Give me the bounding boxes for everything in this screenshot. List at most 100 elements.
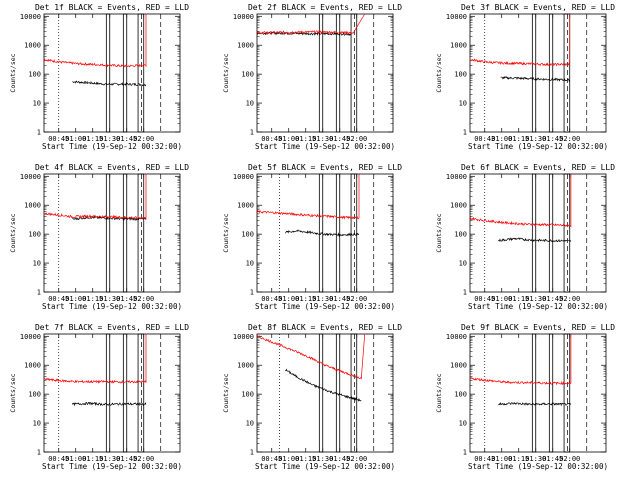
x-tick-label: 01:30 [312, 135, 333, 143]
interval-box [563, 13, 571, 133]
series-lld [44, 334, 147, 384]
interval-box [350, 333, 358, 453]
y-axis-label: Counts/sec [222, 53, 230, 92]
y-tick-label: 1000 [450, 42, 467, 50]
interval-box [531, 13, 537, 133]
y-tick-label: 10 [246, 420, 254, 428]
x-tick-label: 02:00 [346, 455, 367, 463]
x-tick-label: 01:00 [65, 135, 86, 143]
panel-title: Det 3f BLACK = Events, RED = LLD [461, 3, 615, 12]
y-tick-label: 10000 [446, 13, 467, 21]
y-tick-label: 10000 [20, 173, 41, 181]
panel-title: Det 9f BLACK = Events, RED = LLD [461, 323, 615, 332]
series-events [256, 31, 352, 36]
y-tick-label: 10000 [446, 333, 467, 341]
x-tick-label: 00:45 [474, 295, 495, 303]
x-tick-label: 02:00 [133, 135, 154, 143]
y-tick-label: 1 [250, 289, 254, 297]
x-tick-label: 01:15 [508, 135, 529, 143]
plot-frame [43, 13, 181, 133]
panel-title: Det 5f BLACK = Events, RED = LLD [248, 163, 402, 172]
series-lld [256, 13, 365, 35]
series-events [72, 80, 146, 87]
x-axis-label: Start Time (19-Sep-12 00:32:00) [42, 302, 182, 311]
y-tick-label: 1000 [24, 42, 41, 50]
plot-frame [43, 333, 181, 453]
x-tick-label: 01:45 [542, 455, 563, 463]
x-tick-label: 01:45 [542, 135, 563, 143]
interval-box [548, 13, 554, 133]
plot-frame [256, 13, 394, 133]
y-tick-label: 10000 [446, 173, 467, 181]
y-tick-label: 10000 [233, 333, 254, 341]
x-tick-label: 01:30 [525, 295, 546, 303]
x-tick-label: 01:45 [542, 295, 563, 303]
y-tick-label: 100 [28, 391, 41, 399]
y-tick-label: 1 [250, 449, 254, 457]
y-tick-label: 10 [246, 100, 254, 108]
series-lld [43, 174, 147, 220]
x-tick-label: 01:15 [295, 295, 316, 303]
x-axis-label: Start Time (19-Sep-12 00:32:00) [468, 302, 608, 311]
x-tick-label: 01:00 [65, 295, 86, 303]
x-tick-label: 01:15 [295, 455, 316, 463]
interval-box [548, 333, 554, 453]
y-tick-label: 10 [33, 420, 41, 428]
interval-box [137, 333, 145, 453]
x-axis-label: Start Time (19-Sep-12 00:32:00) [468, 142, 608, 151]
x-axis-label: Start Time (19-Sep-12 00:32:00) [42, 142, 182, 151]
panel-det-5f: Det 5f BLACK = Events, RED = LLD 1 10 100 10… [222, 163, 402, 311]
x-tick-label: 01:30 [525, 455, 546, 463]
x-tick-label: 01:30 [312, 295, 333, 303]
y-tick-label: 10 [246, 260, 254, 268]
x-tick-label: 01:15 [82, 295, 103, 303]
x-tick-label: 00:45 [48, 135, 69, 143]
x-tick-label: 02:00 [133, 455, 154, 463]
series-events [498, 237, 572, 243]
y-axis-label: Counts/sec [435, 53, 443, 92]
interval-box [335, 173, 341, 293]
interval-box [137, 173, 145, 293]
interval-box [350, 173, 358, 293]
y-tick-label: 1 [463, 289, 467, 297]
y-tick-label: 100 [28, 71, 41, 79]
series-lld [469, 14, 571, 67]
x-tick-label: 00:45 [261, 455, 282, 463]
y-tick-label: 1 [37, 129, 41, 137]
y-tick-label: 100 [241, 391, 254, 399]
y-tick-label: 1 [250, 129, 254, 137]
y-tick-label: 10 [459, 260, 467, 268]
y-axis-label: Counts/sec [435, 373, 443, 412]
x-tick-label: 02:00 [559, 135, 580, 143]
x-tick-label: 02:00 [133, 295, 154, 303]
y-tick-label: 100 [28, 231, 41, 239]
x-tick-label: 01:00 [278, 135, 299, 143]
x-tick-label: 01:15 [508, 295, 529, 303]
y-tick-label: 1000 [24, 362, 41, 370]
x-tick-label: 01:45 [116, 135, 137, 143]
x-tick-label: 01:00 [491, 455, 512, 463]
panel-det-3f: Det 3f BLACK = Events, RED = LLD 1 10 100 10… [435, 3, 615, 151]
interval-box [531, 333, 537, 453]
x-tick-label: 02:00 [559, 295, 580, 303]
x-axis-label: Start Time (19-Sep-12 00:32:00) [255, 462, 395, 471]
x-tick-label: 01:15 [295, 135, 316, 143]
x-tick-label: 01:00 [491, 295, 512, 303]
panel-title: Det 4f BLACK = Events, RED = LLD [35, 163, 189, 172]
y-tick-label: 10 [459, 420, 467, 428]
x-tick-label: 00:43 [474, 135, 495, 143]
y-tick-label: 100 [454, 231, 467, 239]
x-tick-label: 01:45 [329, 295, 350, 303]
x-tick-label: 01:15 [508, 455, 529, 463]
series-events [72, 215, 147, 221]
panel-det-2f: Det 2f BLACK = Events, RED = LLD 1 10 100 10… [222, 3, 402, 151]
x-axis-label: Start Time (19-Sep-12 00:32:00) [255, 302, 395, 311]
x-tick-label: 01:00 [491, 135, 512, 143]
y-axis-label: Counts/sec [222, 373, 230, 412]
panel-title: Det 7f BLACK = Events, RED = LLD [35, 323, 189, 332]
y-tick-label: 1000 [450, 362, 467, 370]
series-lld [43, 14, 147, 68]
y-tick-label: 1000 [450, 202, 467, 210]
interval-box [563, 173, 571, 293]
interval-box [335, 333, 341, 453]
